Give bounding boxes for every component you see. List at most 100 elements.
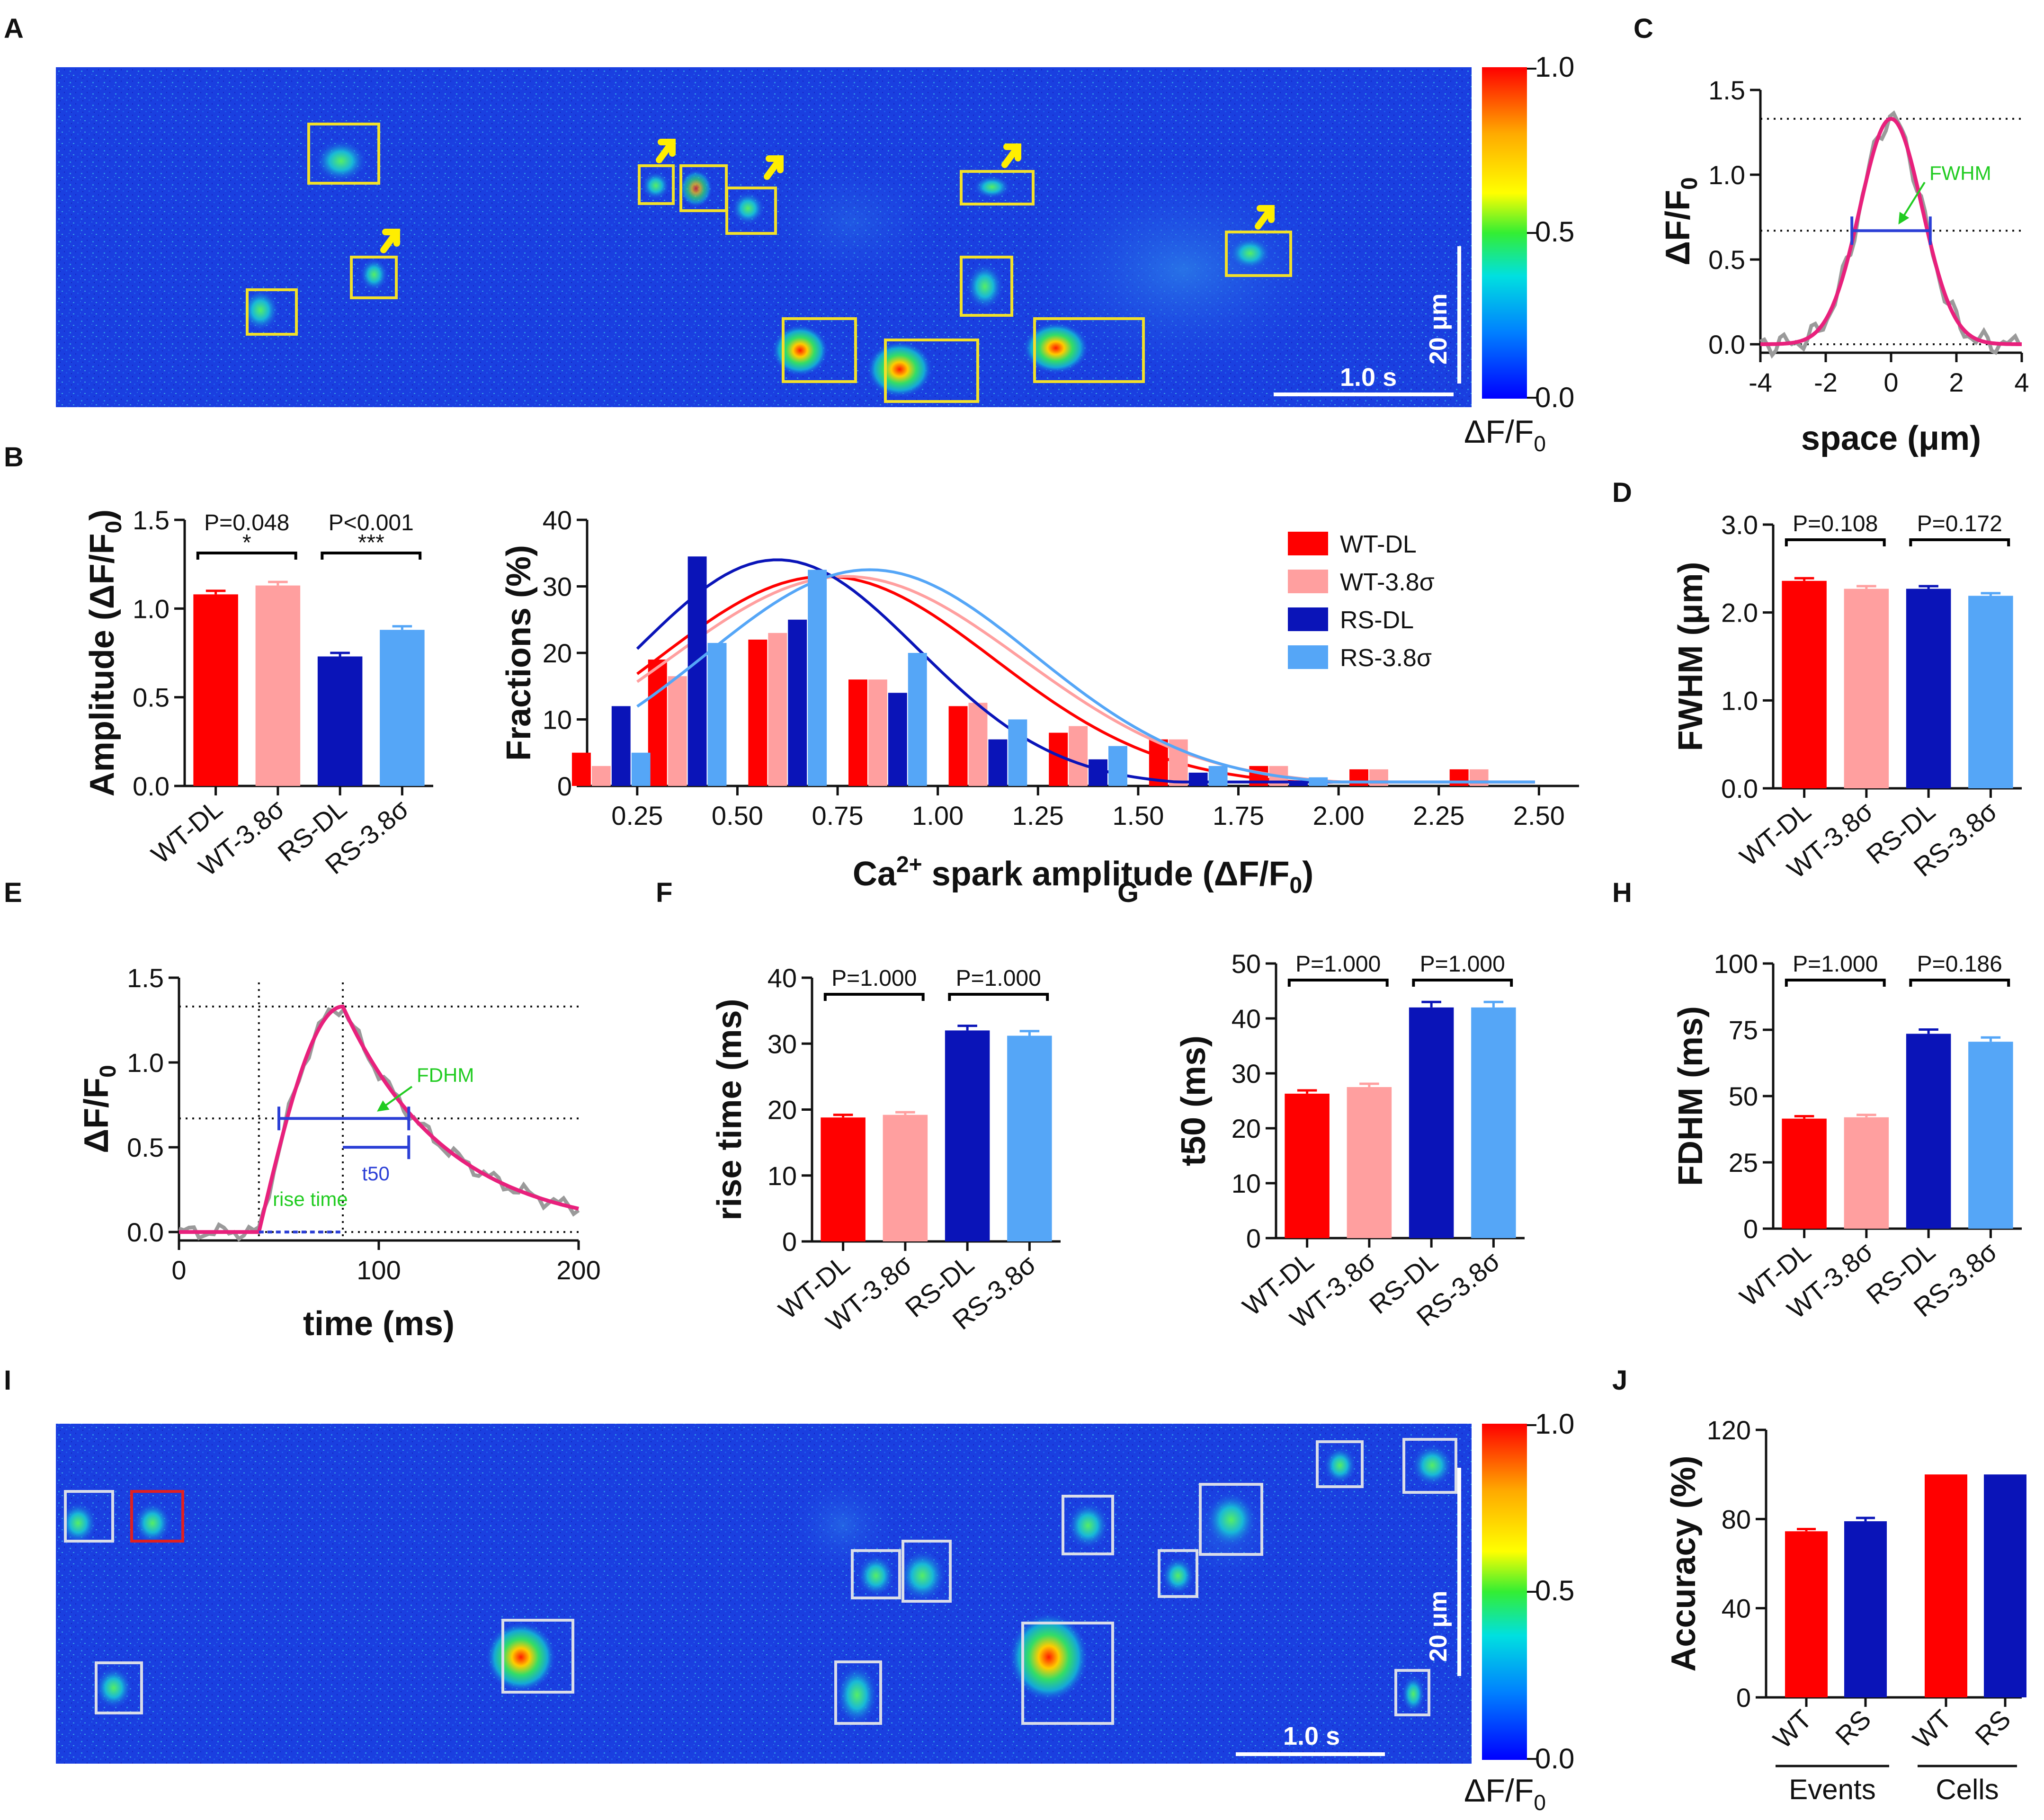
spark-box-a <box>638 164 675 205</box>
panelG-y-tick-label: 50 <box>1232 949 1261 979</box>
group-label-cells: Cells <box>1936 1774 1999 1805</box>
histogram-bar <box>848 679 867 786</box>
linescan-image-a <box>56 67 1472 407</box>
scale-label-space-a: 20 μm <box>1425 294 1452 365</box>
yellow-arrow-icon <box>764 155 784 180</box>
panelD-sig-bracket <box>1785 538 1886 546</box>
panelH-bar <box>1844 1117 1889 1229</box>
panelB1-bar <box>255 585 301 786</box>
timecourse-y-tick-label: 0.0 <box>127 1217 164 1247</box>
chart-e: 0.0 0.5 1.0 1.5 0 100 200 t50 rise time FDHM ΔF/F0… <box>78 963 601 1343</box>
panelG-p-value: P=1.000 <box>1420 952 1505 977</box>
panelH-y-tick-label: 25 <box>1729 1148 1758 1178</box>
histogram-bar <box>968 703 988 786</box>
panelH-sig-bracket <box>1785 979 1886 987</box>
legend-label: WT-3.8σ <box>1340 569 1435 596</box>
panelG-y-tick-label: 30 <box>1232 1059 1261 1088</box>
histogram-x-tick-label: 1.25 <box>1012 801 1064 830</box>
panelG-y-tick-label: 0 <box>1246 1223 1261 1253</box>
panelG-bar <box>1409 1007 1454 1238</box>
panelG-bar <box>1347 1087 1392 1238</box>
profile-x-tick-label: -2 <box>1814 367 1838 397</box>
colorbar-ticks-i <box>1527 1424 1536 1760</box>
spark-box-i <box>501 1619 574 1694</box>
histogram-y-axis-label: Fractions (%) <box>500 545 538 761</box>
panelH-y-tick-label: 50 <box>1729 1081 1758 1111</box>
histogram-bar <box>1449 769 1469 786</box>
panelG-bar <box>1471 1007 1516 1238</box>
histogram-x-axis-label: Ca2+ spark amplitude (ΔF/F0) <box>853 852 1313 898</box>
spark-box-i <box>1199 1483 1263 1556</box>
spark-boxes-a <box>246 123 1292 403</box>
accuracy-y-tick-label: 80 <box>1722 1504 1751 1534</box>
histogram-bar <box>1208 766 1228 786</box>
histogram-x-tick-label: 2.00 <box>1313 801 1365 830</box>
histogram-bar <box>668 676 687 786</box>
yellow-arrow-icon <box>1255 205 1275 230</box>
panelB1-y-tick-label: 1.5 <box>133 505 170 535</box>
spark-box-i <box>1394 1669 1430 1716</box>
timecourse-y-tick-label: 0.5 <box>127 1133 164 1162</box>
legend-swatch <box>1288 645 1328 669</box>
panelB1-y-axis-label: Amplitude (ΔF/F0) <box>83 509 126 796</box>
panelB1-sig-bracket <box>196 552 297 560</box>
colorbar-tick-i-3: 0.0 <box>1535 1743 1574 1775</box>
panelD-y-tick-label: 1.0 <box>1721 686 1758 715</box>
panelB1-sig-stars: * <box>242 530 251 555</box>
histogram-y-tick-label: 20 <box>543 638 572 668</box>
histogram-x-tick-label: 2.25 <box>1413 801 1464 830</box>
histogram-bar <box>988 739 1008 786</box>
histogram-bar <box>888 693 907 786</box>
yellow-arrow-icon <box>380 229 400 253</box>
spark-box-i-highlight <box>130 1490 184 1543</box>
panelF-sig-bracket <box>823 993 925 1001</box>
panelH-bar <box>1968 1042 2013 1229</box>
legend-swatch <box>1288 532 1328 555</box>
histogram-x-tick-label: 0.50 <box>712 801 763 830</box>
panelF-bar <box>1007 1035 1052 1241</box>
panelG-p-value: P=1.000 <box>1295 952 1381 977</box>
panelH-sig-bracket <box>1909 979 2010 987</box>
histogram-y-tick-label: 30 <box>543 572 572 602</box>
panelF-y-tick-label: 30 <box>768 1029 797 1059</box>
colorbar-ticks-a <box>1527 68 1536 399</box>
histogram-x-tick-label: 0.25 <box>611 801 663 830</box>
panelB1-bar <box>193 594 238 786</box>
spark-box-i <box>834 1660 882 1725</box>
chart-b-amplitude: 0.00.51.01.5WT-DLWT-3.8σRS-DLRS-3.8σAmpl… <box>83 505 433 882</box>
panelB1-bar <box>380 630 425 786</box>
linescan-image-i <box>56 1424 1472 1764</box>
histogram-bar <box>1108 746 1127 786</box>
panel-label-i: I <box>4 1365 11 1396</box>
rise-time-annotation: rise time <box>273 1188 348 1210</box>
panelG-y-axis-label: t50 (ms) <box>1175 1035 1213 1166</box>
colorbar-a <box>1482 67 1527 399</box>
panel-label-h: H <box>1612 877 1632 908</box>
profile-x-tick-label: 0 <box>1883 367 1898 397</box>
histogram-bar <box>611 706 631 786</box>
panel-label-j: J <box>1612 1365 1627 1396</box>
panelF-y-tick-label: 10 <box>768 1161 797 1191</box>
panelB1-p-value: P<0.001 <box>329 510 414 535</box>
panelB1-y-tick-label: 0.5 <box>133 683 170 713</box>
spark-box-i <box>1402 1438 1457 1494</box>
panelG-bar <box>1285 1093 1330 1238</box>
panel-label-d: D <box>1612 477 1632 508</box>
panelF-sig-bracket <box>948 993 1049 1001</box>
group-label-events: Events <box>1789 1774 1875 1805</box>
panelD-bar <box>1844 589 1889 788</box>
histogram-y-tick-label: 40 <box>543 505 572 535</box>
panel-label-b: B <box>4 442 24 473</box>
histogram-y-tick-label: 10 <box>543 705 572 735</box>
spark-box-i <box>1062 1495 1114 1555</box>
accuracy-bar <box>1925 1474 1967 1697</box>
panelD-sig-bracket <box>1909 538 2010 546</box>
panelH-bar <box>1782 1118 1827 1229</box>
histogram-bar <box>748 639 768 786</box>
accuracy-x-tick-label: RS <box>1830 1704 1877 1751</box>
histogram-bar <box>868 679 887 786</box>
panelB1-sig-bracket <box>321 552 422 560</box>
